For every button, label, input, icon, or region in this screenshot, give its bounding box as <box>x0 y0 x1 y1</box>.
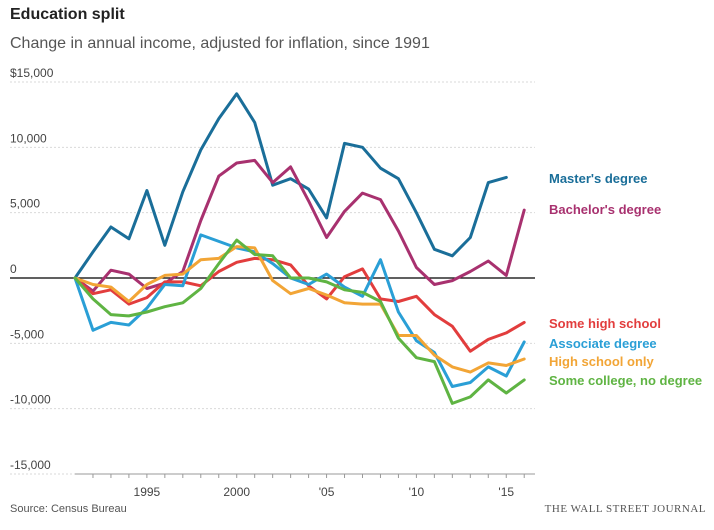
series-label-0: Master's degree <box>549 171 647 186</box>
y-tick-label: -10,000 <box>10 393 51 407</box>
chart-subtitle: Change in annual income, adjusted for in… <box>10 35 430 52</box>
series-label-1: Bachelor's degree <box>549 202 661 217</box>
series-label-4: High school only <box>549 354 654 369</box>
y-tick-label: 5,000 <box>10 197 40 211</box>
x-tick-label: 2000 <box>223 485 250 499</box>
x-tick-label: '05 <box>319 485 335 499</box>
series-line-1 <box>73 158 526 293</box>
y-tick-label: 0 <box>10 262 17 276</box>
x-tick-label: '10 <box>409 485 425 499</box>
series-line-2 <box>73 256 526 353</box>
series-line-3 <box>73 233 526 388</box>
y-tick-label: $15,000 <box>10 66 54 80</box>
publisher-brand: THE WALL STREET JOURNAL <box>544 503 706 515</box>
series-line-5 <box>73 238 526 405</box>
y-tick-label: -5,000 <box>10 327 44 341</box>
source-note: Source: Census Bureau <box>10 503 127 515</box>
chart-title: Education split <box>10 6 125 23</box>
x-tick-label: '15 <box>498 485 514 499</box>
series-line-0 <box>73 92 508 280</box>
y-tick-label: 10,000 <box>10 131 47 145</box>
series-line-4 <box>73 245 526 374</box>
x-tick-label: 1995 <box>134 485 161 499</box>
series-label-3: Associate degree <box>549 336 657 351</box>
y-tick-label: -15,000 <box>10 458 51 472</box>
series-label-5: Some college, no degree <box>549 373 702 388</box>
series-label-2: Some high school <box>549 316 661 331</box>
